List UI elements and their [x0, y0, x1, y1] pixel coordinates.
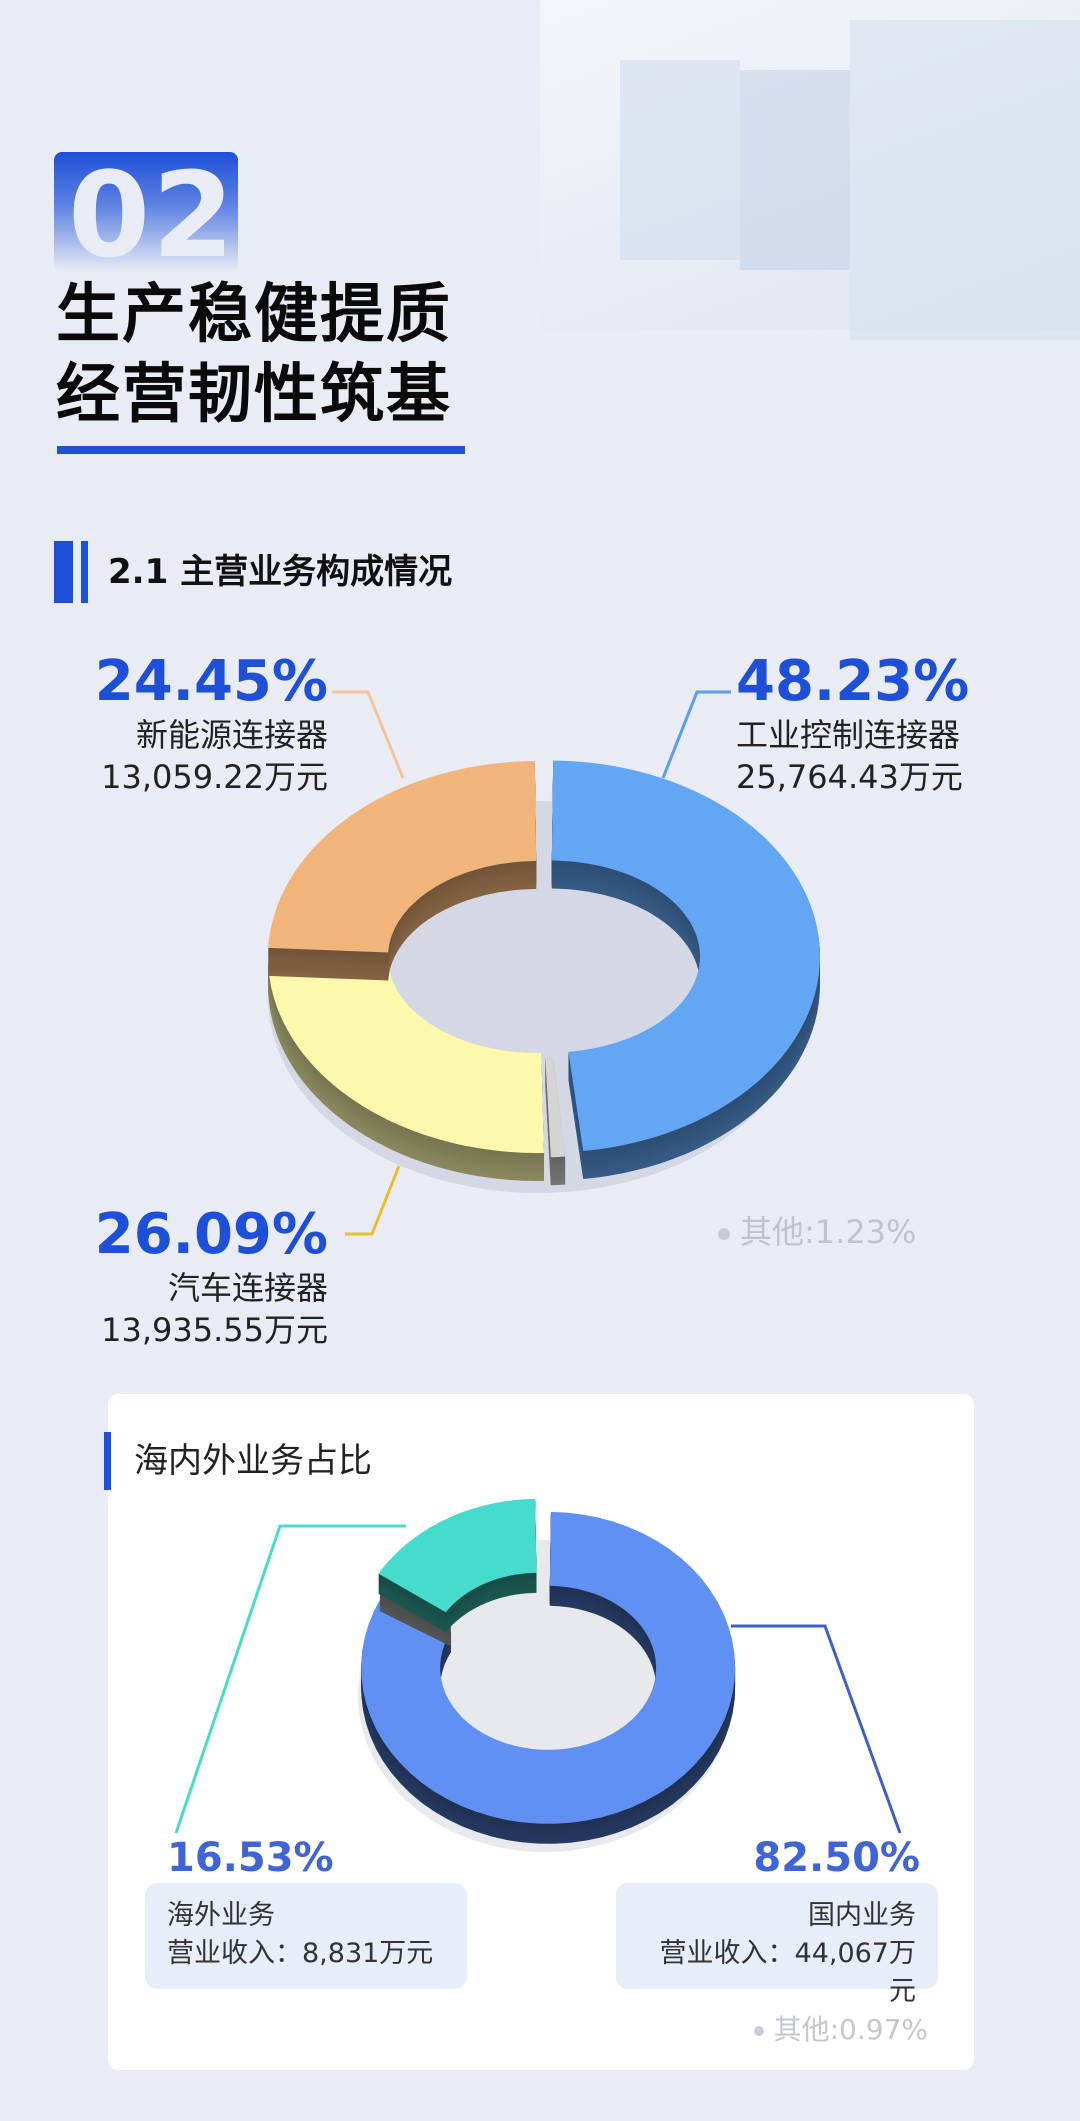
- page-title-line1: 生产稳健提质: [56, 278, 452, 352]
- slice-industrial-control: [551, 760, 820, 1151]
- leader-line-industrial-control: [661, 690, 731, 779]
- slice-value: 营业收入：44,067万元: [659, 1938, 916, 2007]
- leader-line-overseas: [174, 1524, 406, 1834]
- background-decoration: [740, 70, 850, 270]
- legend-dot: [753, 2026, 764, 2036]
- background-decoration: [620, 60, 740, 260]
- slice-name: 工业控制连接器: [736, 716, 961, 754]
- slice-percent: 48.23%: [736, 649, 970, 714]
- leader-line-domestic: [731, 1624, 902, 1834]
- slice-value: 13,935.55万元: [101, 1311, 328, 1349]
- page-title-line2: 经营韧性筑基: [56, 358, 452, 432]
- title-underline: [57, 446, 465, 454]
- label-automotive: 26.09% 汽车连接器 13,935.55万元: [0, 1203, 328, 1351]
- domestic-info-box: 国内业务 营业收入：44,067万元: [616, 1883, 938, 2007]
- slice-value: 13,059.22万元: [101, 758, 328, 796]
- slice-value: 营业收入：8,831万元: [167, 1938, 434, 1969]
- overseas-info-box: 海外业务 营业收入：8,831万元: [145, 1883, 467, 1989]
- overseas-percent: 16.53%: [167, 1835, 334, 1881]
- card-title-marker: [104, 1432, 111, 1490]
- leader-line-new-energy: [332, 690, 405, 779]
- card-title: 海内外业务占比: [134, 1441, 372, 1481]
- domestic-percent: 82.50%: [753, 1835, 920, 1881]
- label-new-energy: 24.45% 新能源连接器 13,059.22万元: [0, 650, 328, 798]
- slice-percent: 24.45%: [94, 649, 328, 714]
- other-label: 其他:0.97%: [773, 2013, 928, 2046]
- legend-dot: [718, 1228, 730, 1240]
- section-number-badge: [54, 152, 238, 272]
- section-number: 02: [68, 146, 237, 284]
- slice-percent: 26.09%: [94, 1202, 328, 1267]
- other-label: 其他:1.23%: [740, 1213, 917, 1251]
- slice-new-energy: [268, 761, 537, 953]
- label-industrial-control: 48.23% 工业控制连接器 25,764.43万元: [736, 650, 1056, 798]
- background-decoration: [850, 20, 1080, 340]
- slice-name: 国内业务: [808, 1900, 916, 1931]
- slice-other: [545, 1057, 566, 1158]
- slice-overseas: [378, 1498, 537, 1613]
- slice-domestic: [361, 1511, 736, 1824]
- slice-value: 25,764.43万元: [736, 758, 963, 796]
- section-marker: [54, 541, 73, 603]
- slice-automotive: [268, 952, 544, 1153]
- section-marker: [81, 541, 88, 603]
- slice-name: 海外业务: [167, 1900, 275, 1931]
- label-other-2: 其他:0.97%: [700, 2012, 928, 2048]
- section-title: 2.1 主营业务构成情况: [108, 552, 453, 592]
- label-other: 其他:1.23%: [718, 1212, 916, 1252]
- leader-line-automotive: [345, 1165, 401, 1236]
- slice-name: 新能源连接器: [135, 716, 328, 754]
- slice-name: 汽车连接器: [167, 1269, 328, 1307]
